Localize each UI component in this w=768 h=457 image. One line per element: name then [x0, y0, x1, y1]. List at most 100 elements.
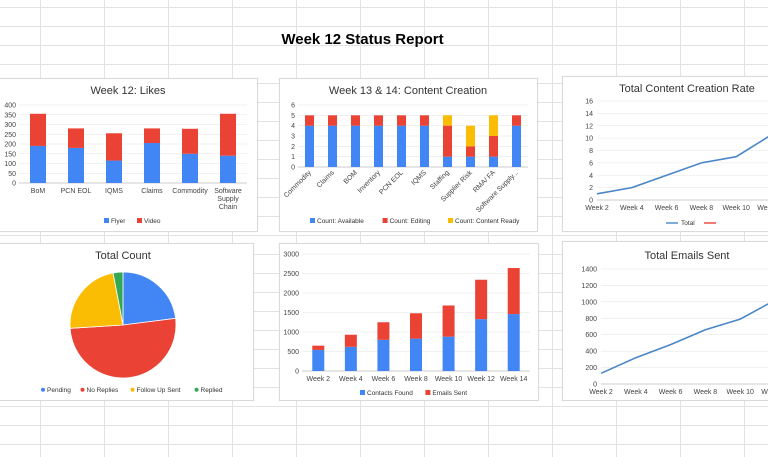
x-tick-label: Week 2 [306, 376, 330, 383]
contacts-emails-chart: 0 500 1000 1500 2000 2500 3000 Week 2 Week 4 Week… [283, 252, 530, 397]
likes-chart: Week 12: Likes 0 50 100 150 200 250 300 350 400 Bo… [4, 85, 247, 225]
bar-segment [442, 336, 455, 371]
x-tick-label: Week 2 [585, 205, 609, 212]
bar-segment [512, 125, 521, 167]
bar-segment [351, 115, 360, 126]
bar-segment [512, 115, 521, 126]
emails-sent-chart: Total Emails Sent 0 200 400 600 800 1000 1200 14… [581, 250, 768, 396]
y-tick-label: 100 [4, 161, 16, 168]
x-tick-label: Week 12 [467, 376, 495, 383]
legend-label: Total [681, 220, 695, 227]
bar-segment [442, 305, 455, 337]
legend-label: Follow Up Sent [137, 387, 181, 394]
bar-segment [377, 322, 390, 340]
legend-label: No Replies [87, 387, 120, 394]
bar-segment [144, 143, 160, 183]
x-tick-label: Week 14 [500, 376, 528, 383]
bar-segment [351, 125, 360, 167]
y-tick-label: 10 [585, 136, 593, 143]
x-tick-label: Week 8 [694, 389, 718, 396]
y-tick-label: 50 [8, 171, 16, 178]
x-tick-label: IQMS [410, 169, 428, 187]
y-tick-label: 6 [589, 160, 593, 167]
y-tick-label: 8 [589, 148, 593, 155]
x-tick-label: BOM [343, 169, 359, 185]
chart-title: Total Emails Sent [645, 250, 730, 262]
bar-segment [305, 125, 314, 167]
pie-slice [112, 271, 124, 326]
content-rate-chart-panel[interactable]: Total Content Creation Rate 0 2 4 6 8 10 12 14 16… [562, 76, 768, 232]
y-tick-label: 400 [4, 103, 16, 110]
y-tick-label: 1000 [581, 299, 597, 306]
bar-segment [374, 115, 383, 126]
y-tick-label: 5 [291, 113, 295, 120]
y-tick-label: 0 [12, 181, 16, 188]
legend-swatch [41, 387, 45, 392]
bar-segment [374, 125, 383, 167]
bar-segment [30, 113, 46, 146]
pie-slice [69, 272, 124, 329]
y-tick-label: 3 [291, 134, 295, 141]
legend-swatch [80, 387, 85, 392]
y-tick-label: 0 [291, 165, 295, 172]
legend-swatch [130, 387, 135, 392]
legend-label: Emails Sent [432, 390, 467, 397]
y-tick-label: 2 [589, 185, 593, 192]
x-tick-label: Week 4 [620, 205, 644, 212]
bar-segment [344, 346, 357, 371]
x-tick-label: Commodity [172, 188, 208, 195]
legend-swatch [360, 390, 365, 395]
y-tick-label: 350 [4, 112, 16, 119]
y-tick-label: 1000 [283, 330, 299, 337]
content-creation-chart-panel[interactable]: Week 13 & 14: Content Creation 0 1 2 3 4 5 6 Com… [279, 78, 538, 232]
x-tick-label: Week 8 [404, 376, 428, 383]
y-tick-label: 200 [585, 365, 597, 372]
bar-segment [507, 268, 520, 315]
x-tick-label: BoM [31, 188, 46, 195]
bar-segment [328, 115, 337, 126]
legend-swatch [425, 390, 431, 395]
bar-segment [489, 115, 498, 136]
x-tick-label: Week 4 [624, 389, 648, 396]
legend-label: Pending [47, 387, 71, 394]
y-tick-label: 6 [291, 103, 295, 110]
contacts-emails-chart-panel[interactable]: 0 500 1000 1500 2000 2500 3000 Week 2 Week 4 Week… [279, 243, 539, 401]
legend-swatch [310, 218, 315, 223]
bar-segment [30, 145, 46, 183]
emails-sent-chart-panel[interactable]: Total Emails Sent 0 200 400 600 800 1000 1200 14… [562, 241, 768, 401]
bar-segment [312, 349, 325, 371]
y-tick-label: 4 [291, 123, 295, 130]
legend-label: Contacts Found [367, 390, 413, 397]
y-tick-label: 0 [589, 198, 593, 205]
bar-segment [397, 125, 406, 167]
content-creation-chart: Week 13 & 14: Content Creation 0 1 2 3 4 5 6 Com… [283, 85, 528, 225]
legend-swatch [382, 218, 388, 223]
total-count-chart-panel[interactable]: Total Count Pending No Replies Follow Up Se… [0, 243, 254, 401]
chart-title: Total Count [95, 250, 151, 262]
y-tick-label: 300 [4, 122, 16, 129]
x-tick-label: Week 10 [726, 389, 754, 396]
x-tick-label: Software [214, 188, 242, 195]
bar-segment [443, 156, 452, 167]
x-tick-label: Week 6 [655, 205, 679, 212]
y-tick-label: 12 [585, 123, 593, 130]
x-tick-label: Commodity [283, 169, 313, 199]
x-tick-label: Week 6 [659, 389, 683, 396]
x-tick-label: Chain [219, 204, 237, 211]
y-tick-label: 14 [585, 111, 593, 118]
bar-segment [305, 115, 314, 126]
bar-segment [106, 160, 122, 183]
bar-segment [475, 279, 488, 320]
chart-title: Total Content Creation Rate [619, 83, 755, 95]
chart-title: Week 13 & 14: Content Creation [329, 85, 487, 97]
bar-segment [68, 147, 84, 183]
legend-label: Count: Editing [390, 218, 431, 225]
likes-chart-panel[interactable]: Week 12: Likes 0 50 100 150 200 250 300 350 400 Bo… [0, 78, 258, 232]
bar-segment [443, 125, 452, 157]
bar-segment [420, 115, 429, 126]
x-tick-label: Week 10 [722, 205, 750, 212]
series-line [600, 303, 768, 375]
y-tick-label: 16 [585, 99, 593, 106]
bar-segment [420, 125, 429, 167]
bar-segment [182, 128, 198, 154]
